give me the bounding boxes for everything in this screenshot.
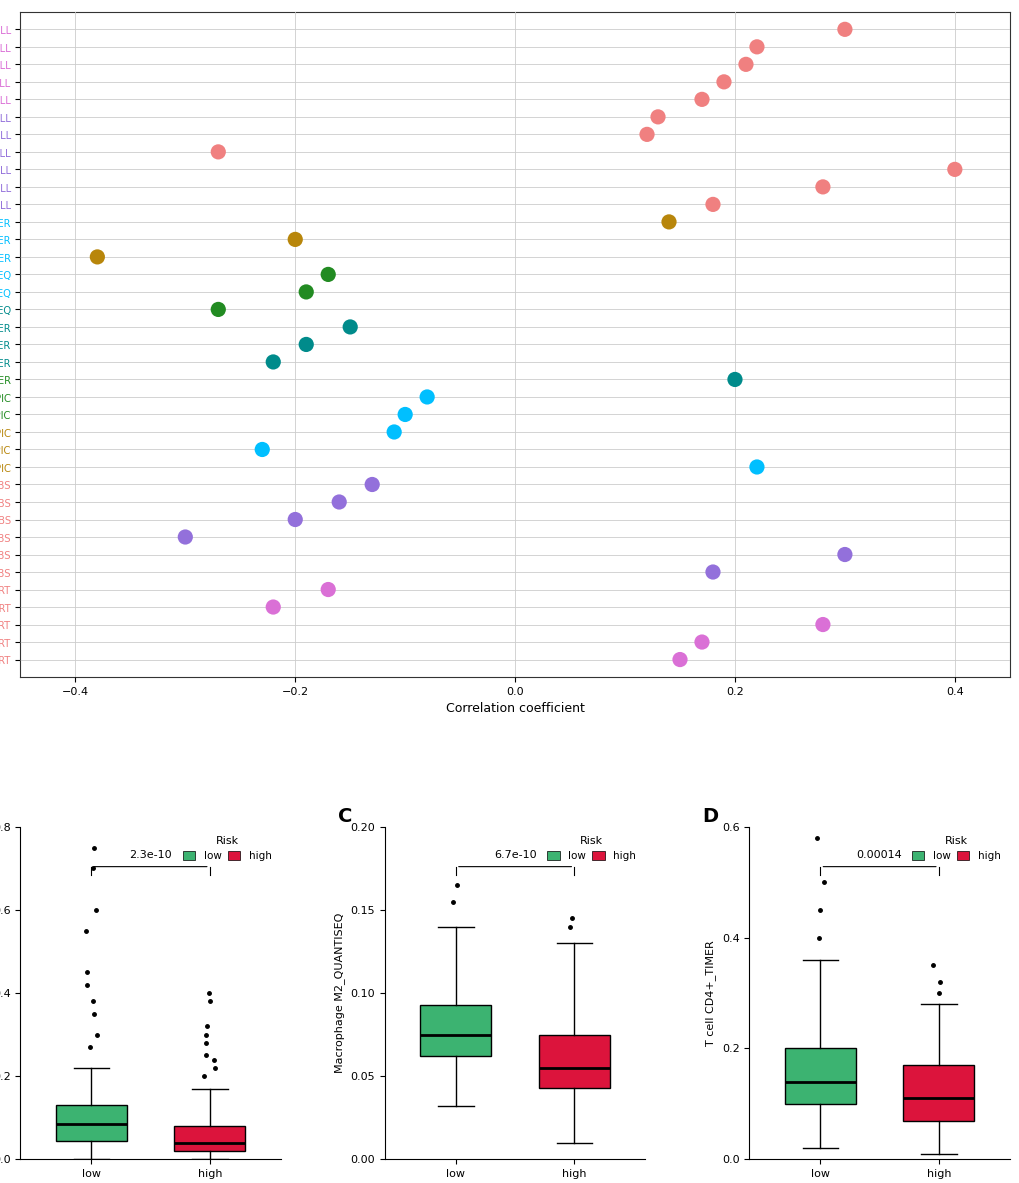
Point bbox=[649, 108, 665, 127]
Point bbox=[286, 510, 303, 529]
Point bbox=[715, 72, 732, 91]
Point bbox=[727, 370, 743, 389]
Point bbox=[396, 405, 413, 424]
Point bbox=[672, 651, 688, 670]
Point bbox=[364, 476, 380, 494]
Point bbox=[946, 160, 962, 179]
Point bbox=[836, 20, 852, 39]
PathPatch shape bbox=[174, 1126, 245, 1151]
Point bbox=[704, 563, 720, 582]
X-axis label: Correlation coefficient: Correlation coefficient bbox=[445, 703, 584, 716]
Legend: low, high: low, high bbox=[178, 832, 275, 866]
Y-axis label: T cell CD4+_TIMER: T cell CD4+_TIMER bbox=[705, 940, 715, 1046]
Point bbox=[638, 125, 654, 144]
Point bbox=[836, 545, 852, 564]
Point bbox=[385, 422, 401, 441]
Y-axis label: Macrophage M2_QUANTISEQ: Macrophage M2_QUANTISEQ bbox=[333, 913, 344, 1073]
Point bbox=[210, 300, 226, 319]
PathPatch shape bbox=[56, 1105, 126, 1140]
Text: C: C bbox=[337, 807, 353, 826]
Point bbox=[331, 492, 347, 511]
Point bbox=[210, 142, 226, 161]
Point bbox=[177, 528, 194, 547]
Point bbox=[320, 580, 336, 599]
Point bbox=[693, 90, 709, 109]
Point bbox=[341, 317, 358, 336]
Point bbox=[254, 440, 270, 459]
Point bbox=[89, 247, 105, 266]
Legend: low, high: low, high bbox=[907, 832, 1004, 866]
PathPatch shape bbox=[903, 1065, 973, 1120]
Point bbox=[265, 353, 281, 371]
Point bbox=[737, 54, 753, 73]
Point bbox=[693, 633, 709, 652]
Text: D: D bbox=[702, 807, 718, 826]
Point bbox=[320, 265, 336, 284]
Point bbox=[298, 335, 314, 354]
Text: 2.3e-10: 2.3e-10 bbox=[129, 851, 172, 860]
Point bbox=[286, 230, 303, 248]
Point bbox=[748, 458, 764, 477]
Point bbox=[814, 177, 830, 196]
Point bbox=[419, 388, 435, 407]
Legend: low, high: low, high bbox=[542, 832, 640, 866]
Text: 6.7e-10: 6.7e-10 bbox=[493, 851, 536, 860]
PathPatch shape bbox=[420, 1004, 491, 1056]
PathPatch shape bbox=[785, 1048, 855, 1104]
Point bbox=[748, 38, 764, 57]
PathPatch shape bbox=[538, 1035, 609, 1088]
Point bbox=[298, 283, 314, 302]
Text: 0.00014: 0.00014 bbox=[856, 851, 902, 860]
Point bbox=[814, 615, 830, 634]
Point bbox=[704, 195, 720, 214]
Point bbox=[265, 597, 281, 616]
Point bbox=[660, 213, 677, 232]
